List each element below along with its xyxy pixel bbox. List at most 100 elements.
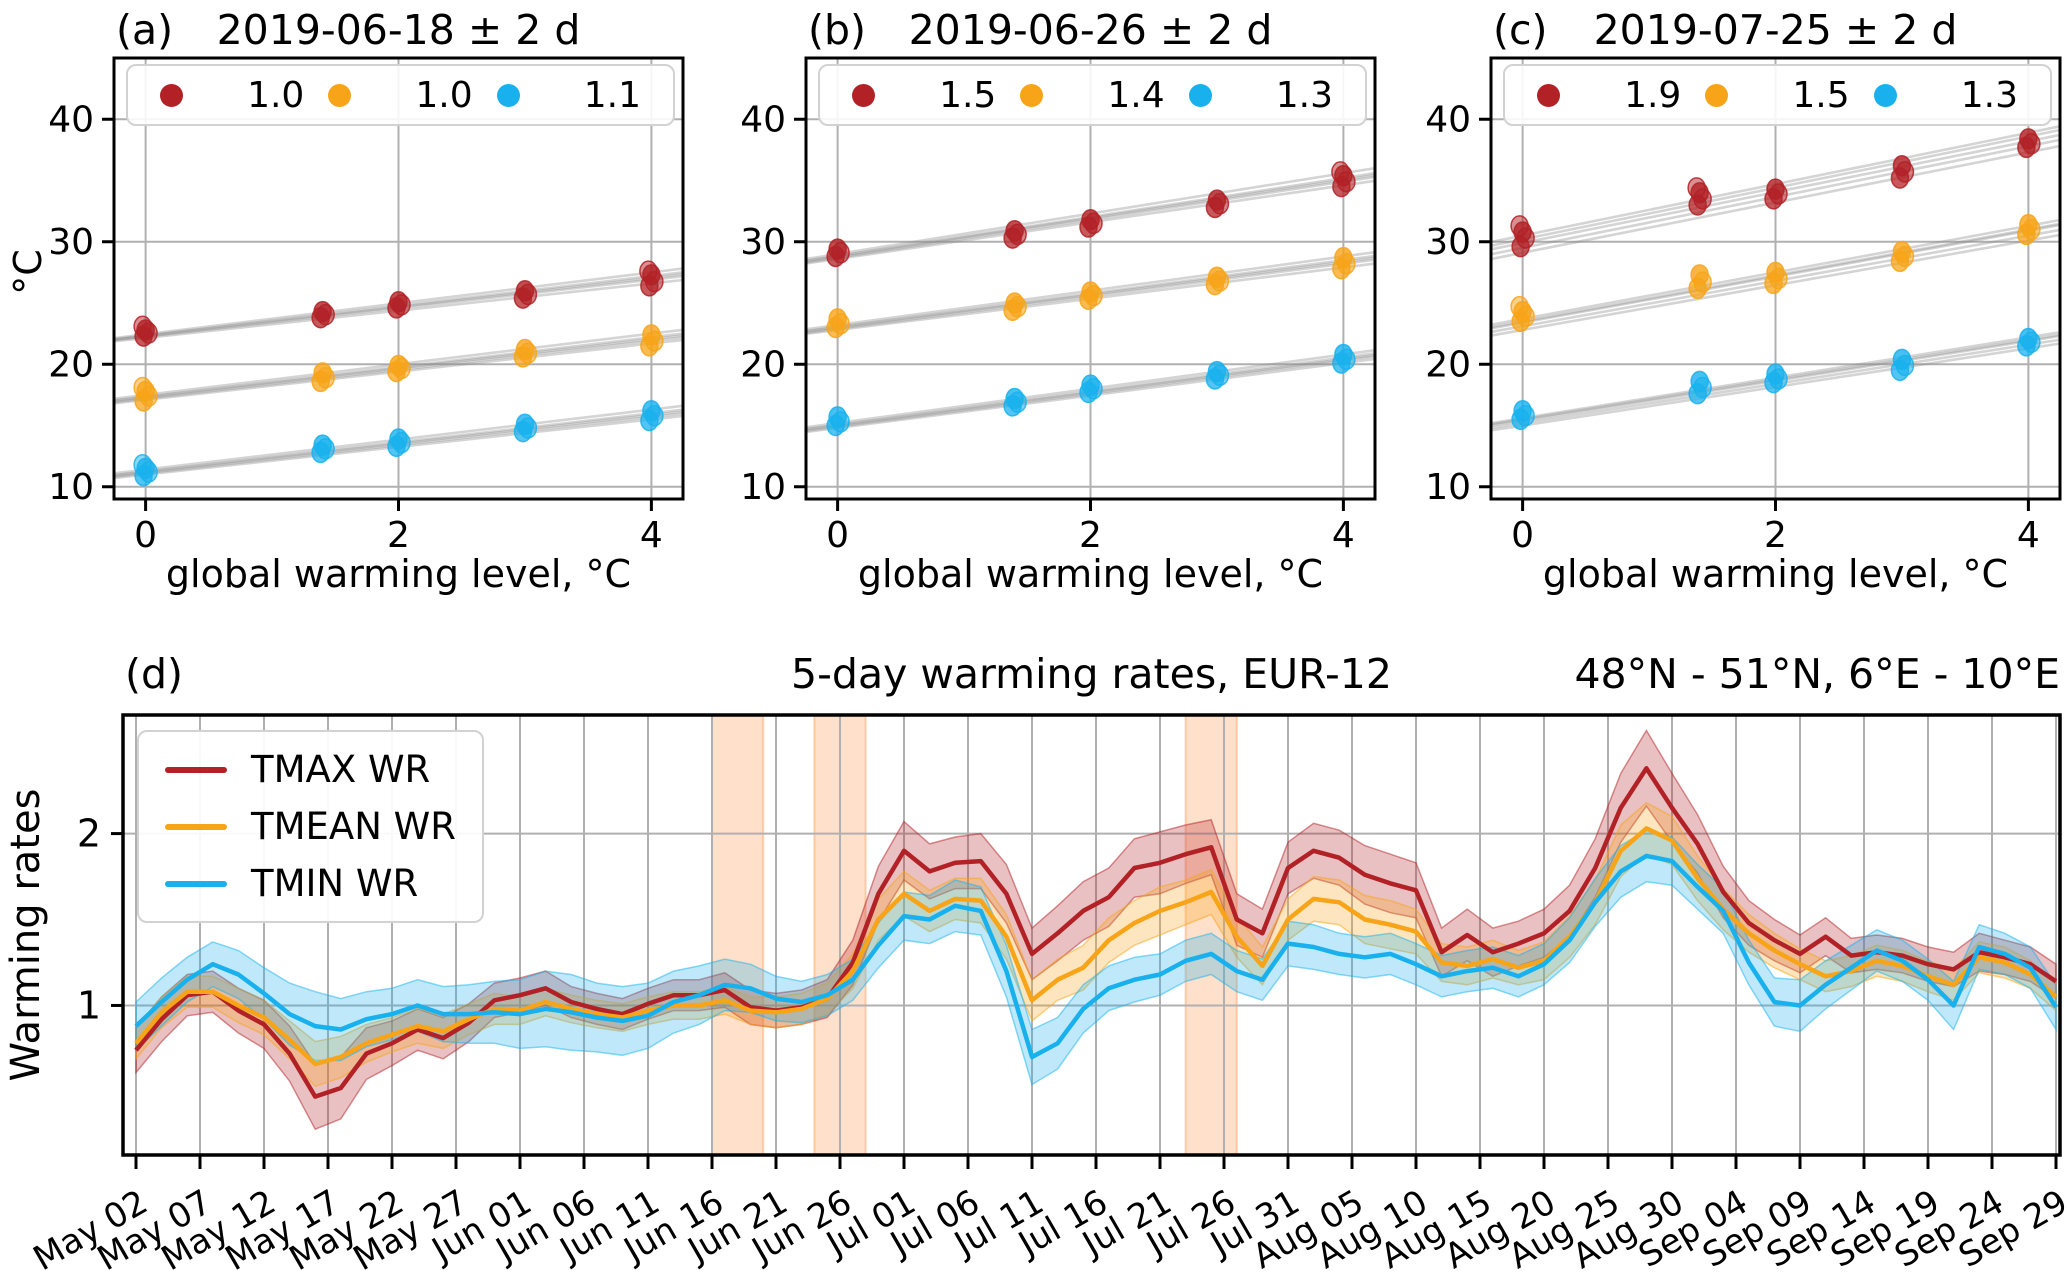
tmax-slope-value: 1.9 <box>1624 74 1682 116</box>
tmax-point <box>389 291 408 313</box>
tmin-dot-icon <box>1873 83 1897 107</box>
panel-a-xlabel: global warming level, °C <box>165 552 632 596</box>
panel-b: 10 20 30 40 0 2 4 (b) 2019-06-26 ± 2 d 1.5 1.4… <box>692 0 1382 630</box>
legend-item-tmean: 1.5 <box>1693 75 1861 116</box>
y-tick-label: 20 <box>740 344 786 385</box>
tmean-line-icon <box>165 823 227 830</box>
panel-a-label: (a) <box>116 6 174 54</box>
tmean-point <box>1892 240 1912 263</box>
legend-item-tmax: 1.9 <box>1525 75 1693 116</box>
tmin-slope-value: 1.3 <box>1960 74 2018 116</box>
legend-item-tmin-wr: TMIN WR <box>165 862 456 905</box>
tmin-point <box>1334 343 1353 366</box>
legend-item-tmin: 1.3 <box>1177 75 1345 116</box>
x-tick-label: 0 <box>826 515 849 556</box>
tmax-dot-icon <box>1537 83 1560 107</box>
panel-d-region: 48°N - 51°N, 6°E - 10°E <box>1574 650 2060 698</box>
y-tick-label: 20 <box>1425 344 1471 385</box>
tmean-point <box>1081 281 1100 303</box>
TMIN WR-line <box>134 853 2058 1060</box>
legend-item-tmax-wr: TMAX WR <box>165 748 456 791</box>
panel-a-title: 2019-06-18 ± 2 d <box>216 6 581 54</box>
tmean-slope-value: 1.5 <box>1792 74 1850 116</box>
panel-a-ylabel: °C <box>6 249 50 295</box>
tmean-point <box>133 376 152 399</box>
tmean-point <box>1334 246 1353 269</box>
x-tick-label: 2 <box>1764 515 1787 556</box>
tmax-point <box>1687 177 1706 199</box>
tmin-line-icon <box>165 880 227 887</box>
panel-d-label: (d) <box>125 650 184 698</box>
tmin-point <box>515 413 535 436</box>
tmin-point <box>1766 363 1785 385</box>
x-tick-label: 0 <box>134 515 157 556</box>
tmean-wr-label: TMEAN WR <box>251 805 456 848</box>
y-tick-label: 20 <box>48 344 94 385</box>
panel-b-legend: 1.5 1.4 1.3 <box>818 64 1367 126</box>
legend-item-tmean: 1.0 <box>316 75 484 116</box>
tmean-point <box>1690 264 1709 286</box>
panel-b-title: 2019-06-26 ± 2 d <box>908 6 1273 54</box>
TMEAN WR-line <box>134 826 2058 1067</box>
panel-c-xlabel: global warming level, °C <box>1542 552 2009 596</box>
legend-item-tmax: 1.5 <box>840 75 1008 116</box>
tmax-slope-value: 1.0 <box>247 74 305 116</box>
tmax-point <box>313 300 332 323</box>
tmax-slope-value: 1.5 <box>939 74 997 116</box>
tmin-dot-icon <box>496 83 520 107</box>
x-tick-label: 4 <box>1332 515 1355 556</box>
tmax-point <box>1892 155 1912 177</box>
tmax-point <box>1207 189 1227 211</box>
tmean-dot-icon <box>1705 83 1729 107</box>
panel-a: 10 20 30 40 0 2 4 (a) 2019-06-18 ± 2 d °C 1.0 … <box>0 0 690 630</box>
y-tick-label: 10 <box>740 467 786 508</box>
tmin-point <box>1690 370 1709 393</box>
tmean-point <box>1510 295 1529 318</box>
tmean-point <box>515 338 535 361</box>
tmax-point <box>1005 219 1024 242</box>
tmean-point <box>1005 292 1024 314</box>
tmin-slope-value: 1.1 <box>583 74 641 116</box>
TMAX WR-line <box>134 766 2058 1099</box>
tmax-point <box>515 280 535 302</box>
panel-d-ylabel: Warming rates <box>3 788 49 1082</box>
x-tick-label: 4 <box>640 515 663 556</box>
tmean-point <box>642 324 661 346</box>
tmin-point <box>1207 360 1227 383</box>
legend-item-tmean-wr: TMEAN WR <box>165 805 456 848</box>
tmax-point <box>1766 178 1785 200</box>
panel-d-title: 5-day warming rates, EUR-12 <box>791 650 1392 698</box>
panel-b-xlabel: global warming level, °C <box>857 552 1324 596</box>
tmax-line-icon <box>165 766 227 773</box>
tmin-point <box>1081 374 1100 396</box>
axes-spines <box>121 713 2062 1157</box>
legend-item-tmin: 1.3 <box>1862 75 2030 116</box>
tmax-point <box>639 260 658 282</box>
tmax-point <box>1331 161 1350 183</box>
tmean-slope-value: 1.4 <box>1107 74 1165 116</box>
tmean-point <box>828 308 847 330</box>
tmax-point <box>828 238 847 260</box>
panel-c-legend: 1.9 1.5 1.3 <box>1503 64 2052 126</box>
x-tick-label: 2 <box>387 515 410 556</box>
panel-b-label: (b) <box>808 6 867 54</box>
tmin-point <box>2019 327 2038 350</box>
y-tick-label: 40 <box>740 99 786 140</box>
x-tick-label: 4 <box>2017 515 2040 556</box>
panel-b-chart: 10 20 30 40 0 2 4 <box>740 56 1377 556</box>
tmin-point <box>389 428 408 450</box>
panel-c-title: 2019-07-25 ± 2 d <box>1593 6 1958 54</box>
highlight-span <box>711 714 765 1156</box>
tmax-point <box>133 315 152 338</box>
y-tick-label: 30 <box>48 222 94 263</box>
y-tick-label: 1 <box>77 983 101 1027</box>
tmin-point <box>1513 400 1532 422</box>
tmax-dot-icon <box>852 83 875 107</box>
tmin-wr-label: TMIN WR <box>251 862 419 905</box>
tmean-point <box>1207 266 1227 289</box>
y-tick-label: 10 <box>1425 467 1471 508</box>
panel-c: 10 20 30 40 0 2 4 (c) 2019-07-25 ± 2 d 1.9 1.5… <box>1377 0 2067 630</box>
tmean-point <box>2019 213 2038 236</box>
